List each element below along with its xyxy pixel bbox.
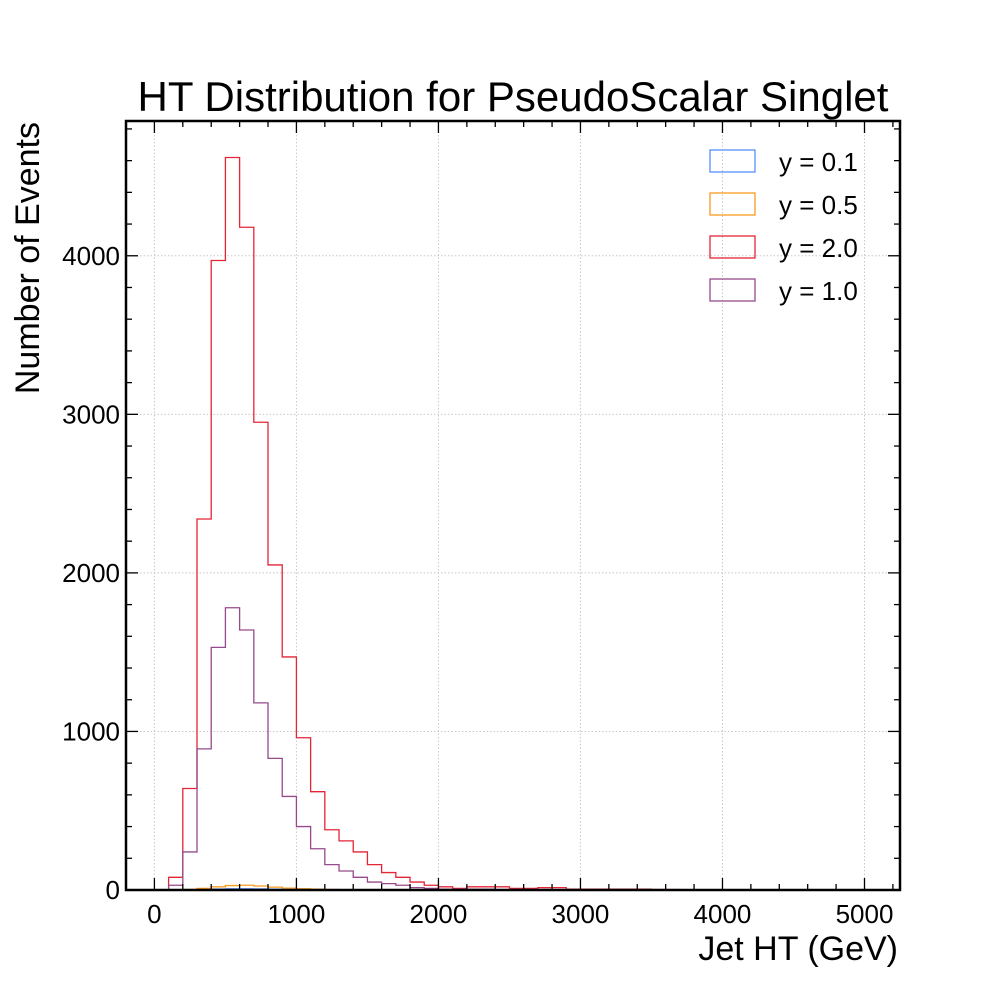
y-tick-label-2: 2000 (62, 558, 120, 588)
legend-swatch-2 (709, 235, 756, 259)
chart-title: HT Distribution for PseudoScalar Singlet (138, 73, 889, 120)
y-tick-labels: 0 1000 2000 3000 4000 (62, 241, 120, 905)
x-tick-label-2: 2000 (410, 899, 468, 929)
legend-label-1: y = 0.5 (779, 190, 858, 220)
x-tick-labels: 0 1000 2000 3000 4000 5000 (147, 899, 893, 929)
y-axis-label: Number of Events (9, 122, 47, 394)
y-tick-label-1: 1000 (62, 716, 120, 746)
legend-label-0: y = 0.1 (779, 147, 858, 177)
x-tick-label-0: 0 (147, 899, 161, 929)
plot-frame (124, 119, 902, 892)
x-tick-label-4: 4000 (694, 899, 752, 929)
legend-label-2: y = 2.0 (779, 233, 858, 263)
histogram-series-3 (154, 607, 865, 891)
x-tick-label-3: 3000 (552, 899, 610, 929)
legend-entry-2: y = 2.0 (709, 233, 858, 263)
y-tick-label-3: 3000 (62, 399, 120, 429)
y-tick-label-0: 0 (106, 875, 120, 905)
y-tick-label-4: 4000 (62, 241, 120, 271)
axis-ticks (125, 121, 900, 891)
legend-entry-1: y = 0.5 (709, 190, 858, 220)
legend-entry-0: y = 0.1 (709, 147, 858, 177)
legend-swatch-3 (709, 278, 756, 302)
histogram-series-2 (154, 156, 866, 891)
x-tick-label-1: 1000 (268, 899, 326, 929)
legend: y = 0.1 y = 0.5 y = 2.0 y = 1.0 (709, 147, 858, 306)
x-tick-label-5: 5000 (836, 899, 894, 929)
legend-swatch-1 (709, 192, 756, 216)
x-axis-label: Jet HT (GeV) (698, 930, 898, 968)
legend-entry-3: y = 1.0 (709, 276, 858, 306)
legend-swatch-0 (709, 149, 756, 173)
legend-label-3: y = 1.0 (779, 276, 858, 306)
series-layer (154, 156, 866, 891)
